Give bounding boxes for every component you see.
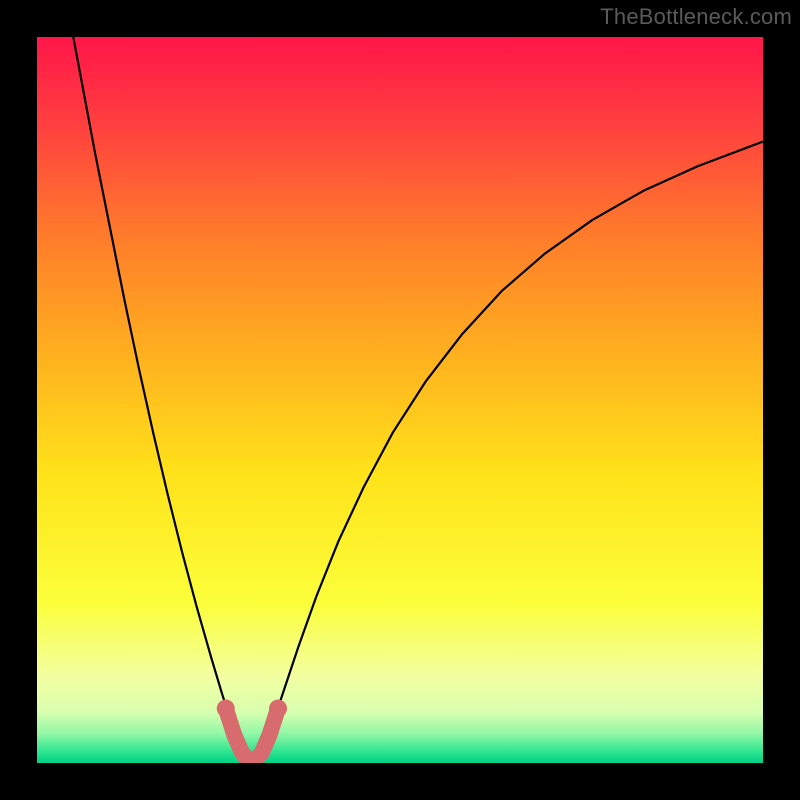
highlight-end-dot-left [217,700,235,718]
optimal-range-highlight [226,709,278,762]
watermark-text: TheBottleneck.com [600,4,792,30]
chart-curve-layer [37,37,763,763]
bottleneck-curve [73,37,763,762]
chart-plot-area [37,37,763,763]
highlight-end-dot-right [269,700,287,718]
